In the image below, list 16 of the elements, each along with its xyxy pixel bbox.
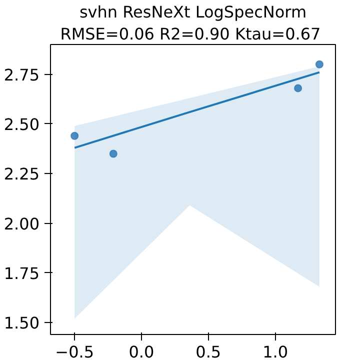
y-tick-label: 1.75 [4, 264, 40, 283]
point [109, 150, 118, 158]
text: 0.0 [128, 342, 154, 360]
text: 1.0 [262, 342, 288, 360]
x-tick-label: 0.5 [196, 342, 222, 360]
x-tick-label: −0.5 [55, 342, 94, 360]
y-tick-label: 2.50 [4, 114, 40, 134]
chart-subtitle: RMSE=0.06 R2=0.90 Ktau=0.67 [60, 24, 321, 44]
point [315, 60, 324, 68]
chart-title: svhn ResNeXt LogSpecNorm [79, 2, 307, 22]
y-tick-label: 1.50 [4, 314, 40, 333]
y-tick-label: 2.25 [4, 164, 40, 184]
point [70, 132, 79, 140]
y-tick-label: 2.75 [4, 65, 40, 84]
y-tick-label: 2.00 [4, 214, 40, 234]
point [294, 84, 302, 92]
